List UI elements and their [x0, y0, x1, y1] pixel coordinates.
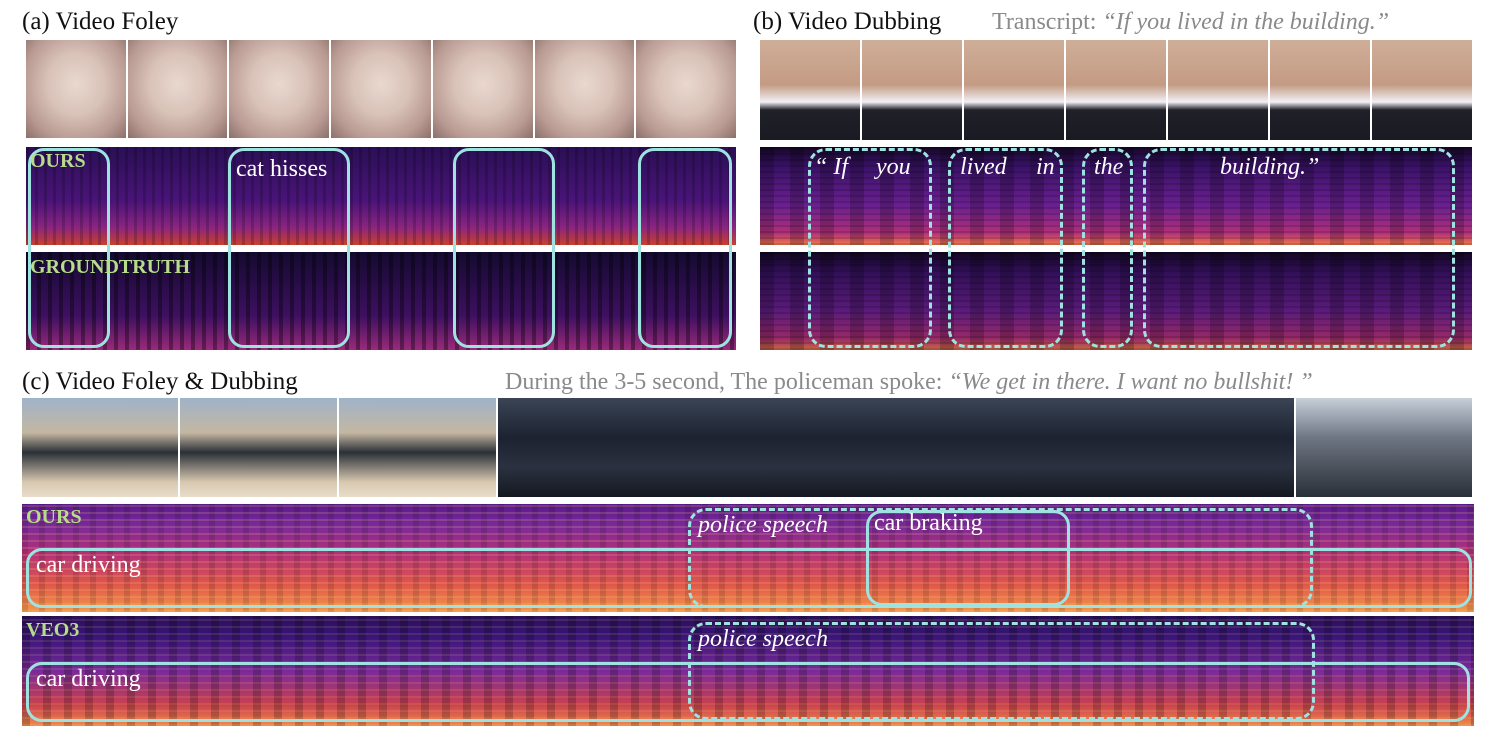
- video-frame: [1270, 40, 1370, 140]
- panel-b-video-frames: [760, 40, 1472, 140]
- video-frame: [127, 40, 228, 138]
- video-frame: [964, 40, 1064, 140]
- word-box: [1082, 148, 1133, 348]
- annotation-car-braking: car braking: [874, 510, 983, 536]
- row-label-veo3: VEO3: [26, 619, 80, 641]
- panel-b-title: (b) Video Dubbing: [753, 8, 942, 35]
- row-label-ours: OURS: [30, 150, 86, 172]
- transcript-text: “If you lived in the building.”: [1102, 9, 1390, 35]
- video-frame: [862, 40, 962, 140]
- panel-a-spectrogram-ours: [26, 147, 736, 245]
- word-you: you: [876, 154, 911, 180]
- annotation-cat-hisses: cat hisses: [236, 156, 328, 182]
- annotation-car-driving: car driving: [36, 552, 141, 578]
- word-building: building.”: [1220, 154, 1320, 180]
- box-police-speech-ours: [688, 508, 1313, 608]
- caption-quote: “We get in there. I want no bullshit! ”: [948, 369, 1313, 395]
- panel-a-title: (a) Video Foley: [22, 8, 179, 35]
- caption-prefix: During the 3-5 second, The policeman spo…: [505, 369, 943, 395]
- transcript: Transcript: “If you lived in the buildin…: [992, 9, 1389, 36]
- panel-c-caption: During the 3-5 second, The policeman spo…: [505, 369, 1313, 396]
- box-car-driving-veo3: [26, 662, 1470, 722]
- row-label-ours: OURS: [26, 506, 82, 528]
- box-police-speech-veo3: [688, 622, 1315, 720]
- video-frame: [180, 398, 337, 497]
- video-frame: [1066, 40, 1166, 140]
- word-in: in: [1036, 154, 1055, 180]
- box-car-braking-ours: [866, 510, 1070, 606]
- video-frame: [229, 40, 330, 138]
- panel-a-spectrogram-groundtruth: [26, 252, 736, 350]
- video-frame: [331, 40, 431, 138]
- video-frame: [26, 40, 126, 138]
- video-frame: [534, 40, 635, 138]
- word-the: the: [1094, 154, 1124, 180]
- video-frame: [339, 398, 496, 497]
- video-frame: [22, 398, 178, 497]
- highlight-box: [28, 148, 110, 348]
- panel-c-video-frames: [22, 398, 1472, 497]
- video-frame: [1372, 40, 1472, 140]
- panel-a-video-frames: [26, 40, 737, 138]
- highlight-box: [453, 148, 555, 348]
- panel-c-spectrogram-veo3: [22, 616, 1474, 726]
- word-box: [808, 148, 932, 348]
- panel-c-title: (c) Video Foley & Dubbing: [22, 368, 298, 395]
- highlight-box-cat-hisses: [228, 148, 350, 348]
- video-frame: [432, 40, 533, 138]
- word-if: “ If: [814, 154, 849, 180]
- word-box: [1143, 148, 1455, 348]
- video-frame: [498, 398, 1294, 497]
- word-lived: lived: [960, 154, 1007, 180]
- annotation-police-speech: police speech: [698, 512, 828, 538]
- panel-c-spectrogram-ours: [22, 504, 1474, 612]
- row-label-groundtruth: GROUNDTRUTH: [30, 256, 191, 278]
- word-box: [948, 148, 1063, 348]
- video-frame: [1296, 398, 1472, 497]
- transcript-label: Transcript:: [992, 9, 1097, 35]
- video-frame: [636, 40, 737, 138]
- annotation-car-driving: car driving: [36, 666, 141, 692]
- video-frame: [1168, 40, 1268, 140]
- annotation-police-speech: police speech: [698, 626, 828, 652]
- highlight-box: [638, 148, 732, 348]
- video-frame: [760, 40, 860, 140]
